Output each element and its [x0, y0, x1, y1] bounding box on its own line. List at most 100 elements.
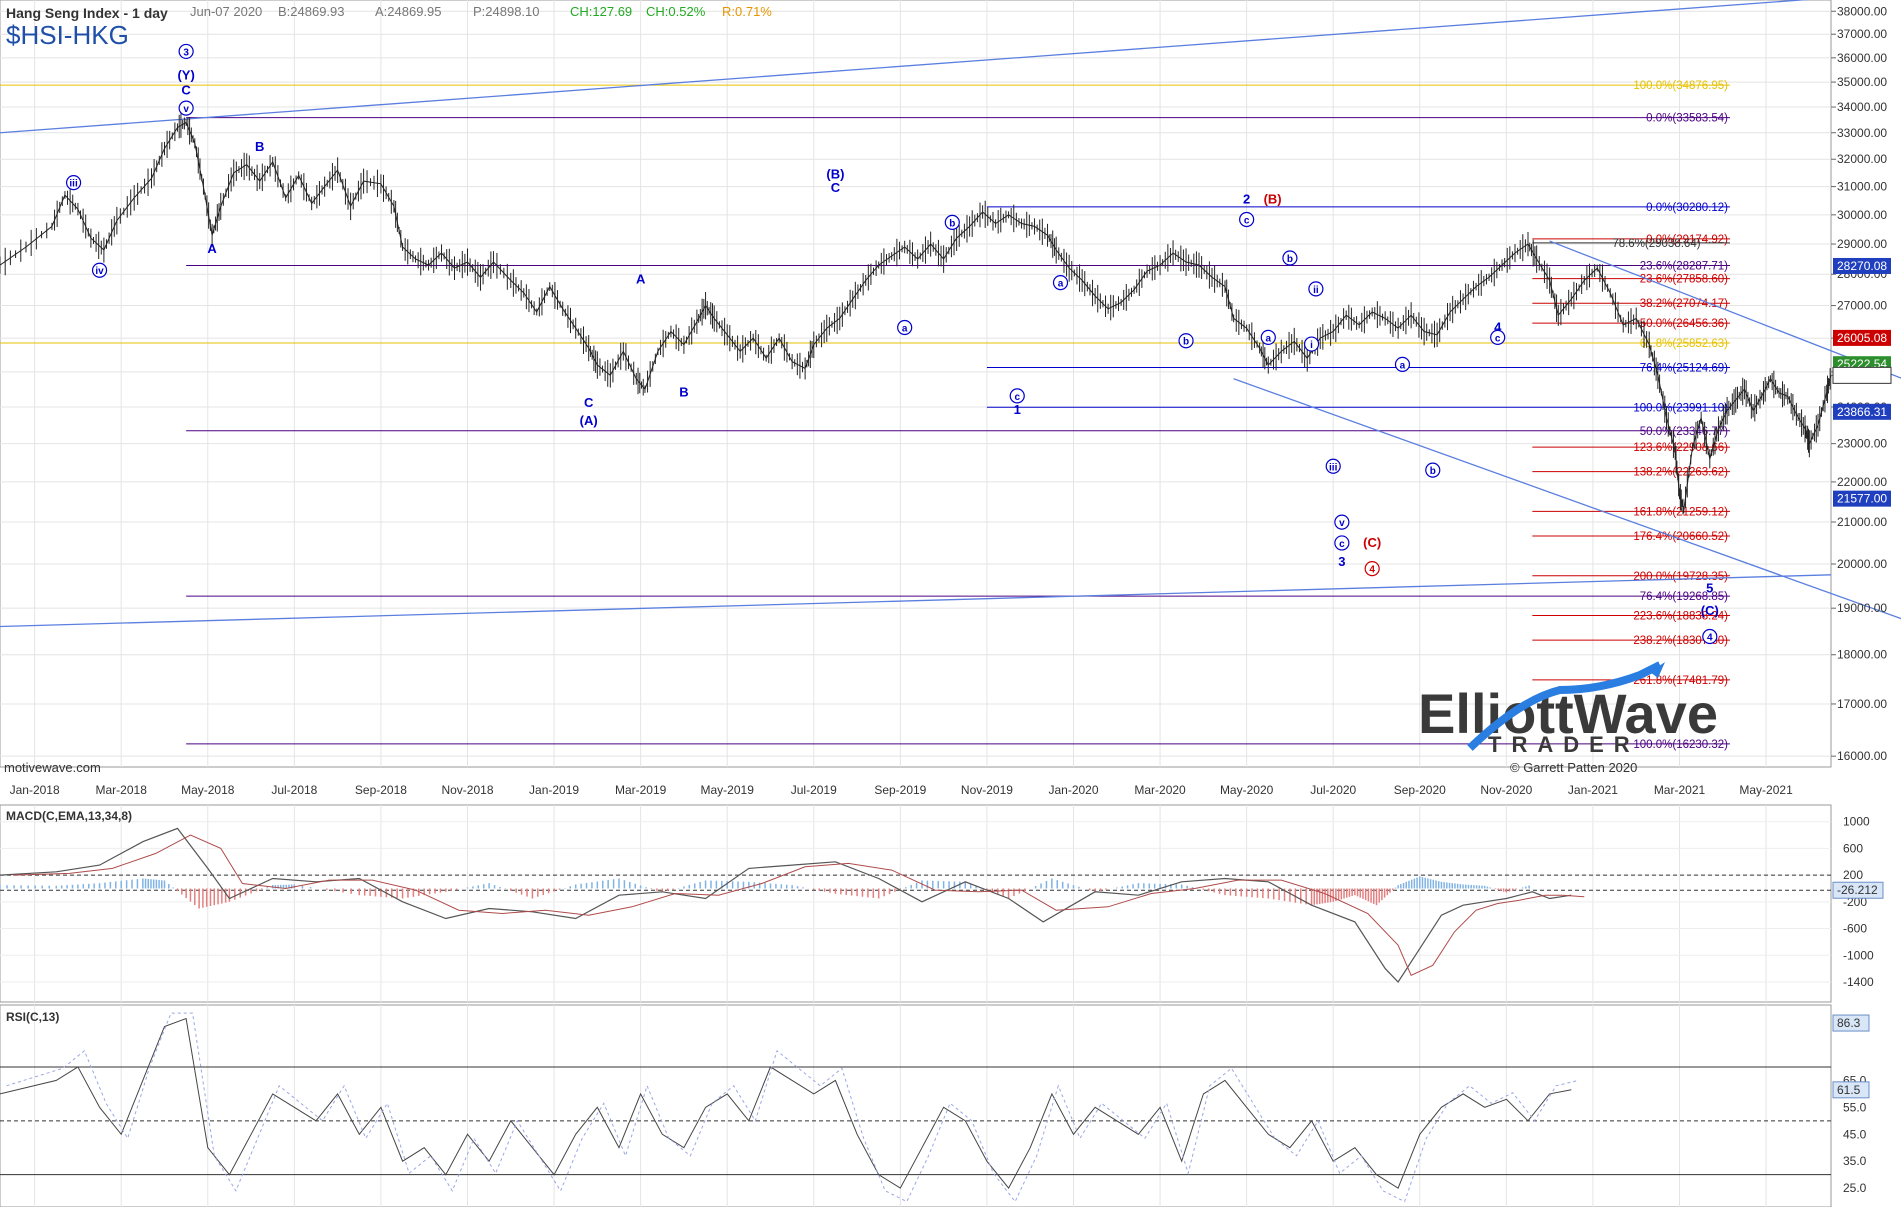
wave-label: b — [1430, 466, 1436, 477]
time-tick-label: Sep-2018 — [355, 783, 407, 797]
price-box-label: 28270.08 — [1837, 259, 1887, 273]
macd-tick-label: 200 — [1843, 868, 1863, 882]
macd-tick-label: 600 — [1843, 841, 1863, 855]
wave-label: B — [679, 384, 688, 399]
wave-circle — [1260, 329, 1276, 345]
wave-label: c — [1495, 333, 1501, 344]
wave-circle — [1702, 628, 1718, 645]
axis-labels: 38000.00 37000.00 36000.00 35000.00 34000.00… — [10, 4, 1892, 797]
price-tick-label: 20000.00 — [1837, 557, 1887, 571]
fib-label: 161.8%(21259.12) — [1633, 506, 1728, 518]
wave-circle — [1308, 281, 1324, 297]
rsi-bands — [6, 1012, 1578, 1203]
wave-label: b — [1183, 337, 1189, 348]
price-tick-label: 18000.00 — [1837, 648, 1887, 662]
fib-label: 176.4%(20660.52) — [1633, 531, 1728, 543]
time-tick-label: Mar-2020 — [1134, 783, 1186, 797]
wave-label: B — [255, 139, 264, 154]
wave-circle — [944, 214, 960, 230]
wave-label: 1 — [1014, 402, 1021, 417]
wave-circle — [1009, 388, 1025, 404]
price-box — [1833, 329, 1891, 346]
wave-label: 3 — [1338, 554, 1345, 569]
wave-label: c — [1014, 392, 1020, 403]
price-tick-label: 27000.00 — [1837, 299, 1887, 313]
time-tick-label: May-2021 — [1739, 783, 1793, 797]
time-tick-label: Nov-2019 — [961, 783, 1013, 797]
macd-signal-line — [12, 834, 1585, 976]
svg-text:TRADER: TRADER — [1488, 732, 1640, 757]
price-tick-label: 33000.00 — [1837, 126, 1887, 140]
current-price-box — [1832, 366, 1892, 384]
wave-label: A — [207, 241, 217, 256]
trend-line — [0, 574, 1832, 628]
trend-line — [1549, 240, 1901, 379]
wave-circle — [1490, 329, 1506, 345]
rsi-line — [0, 1017, 1572, 1190]
price-tick-label: 36000.00 — [1837, 51, 1887, 65]
trend-lines — [0, 0, 1901, 628]
time-tick-label: Sep-2020 — [1394, 783, 1446, 797]
wave-circle — [1239, 211, 1255, 228]
fib-label: 23.6%(27858.60) — [1640, 274, 1728, 286]
wave-circle — [1334, 514, 1350, 530]
price-tick-label: 34000.00 — [1837, 100, 1887, 114]
time-tick-label: Mar-2021 — [1654, 783, 1706, 797]
price-tick-label: 23000.00 — [1837, 437, 1887, 451]
wave-label: C — [181, 82, 191, 97]
time-tick-label: Jan-2018 — [10, 783, 60, 797]
rsi-tick-label: 25.0 — [1843, 1181, 1867, 1195]
time-tick-label: Nov-2018 — [441, 783, 493, 797]
macd-panel — [0, 804, 1832, 1003]
macd-tick-label: -1000 — [1843, 948, 1874, 962]
wave-label: 2 — [1243, 191, 1250, 206]
wave-label: c — [1244, 215, 1250, 226]
macd-tick-label: -600 — [1843, 922, 1867, 936]
wave-circle — [1178, 333, 1194, 349]
fib-label: 23.6%(28287.71) — [1640, 260, 1728, 272]
rsi-box-label: 86.3 — [1837, 1016, 1861, 1030]
price-tick-label: 32000.00 — [1837, 152, 1887, 166]
wave-label: c — [1339, 539, 1345, 550]
rsi-box — [1832, 1081, 1870, 1099]
wave-circle — [1282, 250, 1298, 266]
wave-label: a — [1400, 360, 1406, 371]
fib-label: 38.2%(27074.17) — [1640, 298, 1728, 310]
wave-label: v — [1339, 518, 1345, 529]
wave-label: 5 — [1706, 580, 1713, 595]
price-box-label: 23866.31 — [1837, 405, 1887, 419]
fib-label: 76.4%(19268.85) — [1640, 591, 1728, 603]
wave-label: (B) — [1264, 191, 1282, 206]
quote-range-pct: R:0.71% — [722, 4, 772, 19]
wave-label: (C) — [1701, 603, 1719, 618]
wave-circle — [1334, 535, 1350, 551]
price-tick-label: 21000.00 — [1837, 515, 1887, 529]
fib-label: 0.0%(33583.54) — [1646, 113, 1728, 125]
time-tick-label: Mar-2019 — [615, 783, 667, 797]
time-tick-label: Jan-2021 — [1568, 783, 1618, 797]
wave-label: C — [831, 180, 841, 195]
wave-label: iii — [69, 179, 78, 190]
quote-date: Jun-07 2020 — [190, 4, 262, 19]
rsi-box-label: 61.5 — [1837, 1083, 1861, 1097]
macd-current-box — [1832, 881, 1884, 899]
rsi-series: 86.365.061.555.045.035.025.086.361.5 — [0, 1012, 1870, 1203]
time-tick-label: Nov-2020 — [1480, 783, 1532, 797]
quote-change-pct: CH:0.52% — [646, 4, 706, 19]
macd-line — [0, 827, 1572, 983]
chart-symbol: $HSI-HKG — [6, 20, 129, 50]
wave-circle — [897, 319, 913, 336]
rsi-tick-label: 55.0 — [1843, 1100, 1867, 1114]
price-tick-label: 17000.00 — [1837, 697, 1887, 711]
fib-label: 100.0%(16230.32) — [1633, 739, 1728, 751]
wave-label: (B) — [826, 166, 844, 181]
quote-price: P:24898.10 — [473, 4, 540, 19]
rsi-tick-label: 35.0 — [1843, 1154, 1867, 1168]
fib-label: 100.0%(34876.95) — [1633, 80, 1728, 92]
wave-label: v — [183, 104, 189, 115]
price-box-label: 21577.00 — [1837, 492, 1887, 506]
rsi-box — [1832, 1014, 1870, 1032]
price-tick-label: 19000.00 — [1837, 601, 1887, 615]
